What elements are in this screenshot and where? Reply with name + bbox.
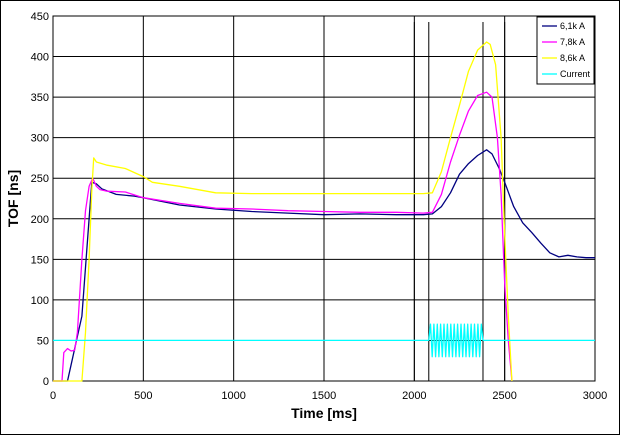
y-tick-label: 250 bbox=[31, 173, 49, 185]
y-tick-label: 450 bbox=[31, 11, 49, 23]
series-line-1 bbox=[53, 91, 513, 382]
y-tick-label: 0 bbox=[43, 376, 49, 388]
x-tick-label: 1500 bbox=[312, 390, 336, 402]
legend-entry: 7,8k A bbox=[560, 37, 585, 47]
series-line-2 bbox=[53, 41, 513, 382]
legend-box bbox=[536, 16, 595, 85]
x-axis-title: Time [ms] bbox=[291, 405, 357, 421]
legend-entry: Current bbox=[560, 69, 591, 79]
y-tick-label: 350 bbox=[31, 92, 49, 104]
y-tick-label: 50 bbox=[37, 335, 49, 347]
x-tick-label: 2500 bbox=[492, 390, 516, 402]
series-line-0 bbox=[53, 149, 595, 382]
x-tick-label: 500 bbox=[134, 390, 152, 402]
y-tick-label: 300 bbox=[31, 133, 49, 145]
legend-entry: 6,1k A bbox=[560, 21, 585, 31]
y-axis-title: TOF [ns] bbox=[5, 170, 21, 227]
x-tick-label: 1000 bbox=[221, 390, 245, 402]
x-tick-label: 0 bbox=[50, 390, 56, 402]
x-tick-label: 2000 bbox=[402, 390, 426, 402]
y-tick-label: 400 bbox=[31, 52, 49, 64]
plot-border bbox=[52, 15, 596, 382]
x-tick-label: 3000 bbox=[583, 390, 607, 402]
series-line-3 bbox=[53, 323, 595, 358]
y-tick-label: 200 bbox=[31, 214, 49, 226]
y-tick-label: 150 bbox=[31, 254, 49, 266]
y-tick-label: 100 bbox=[31, 295, 49, 307]
legend-entry: 8,6k A bbox=[560, 53, 585, 63]
